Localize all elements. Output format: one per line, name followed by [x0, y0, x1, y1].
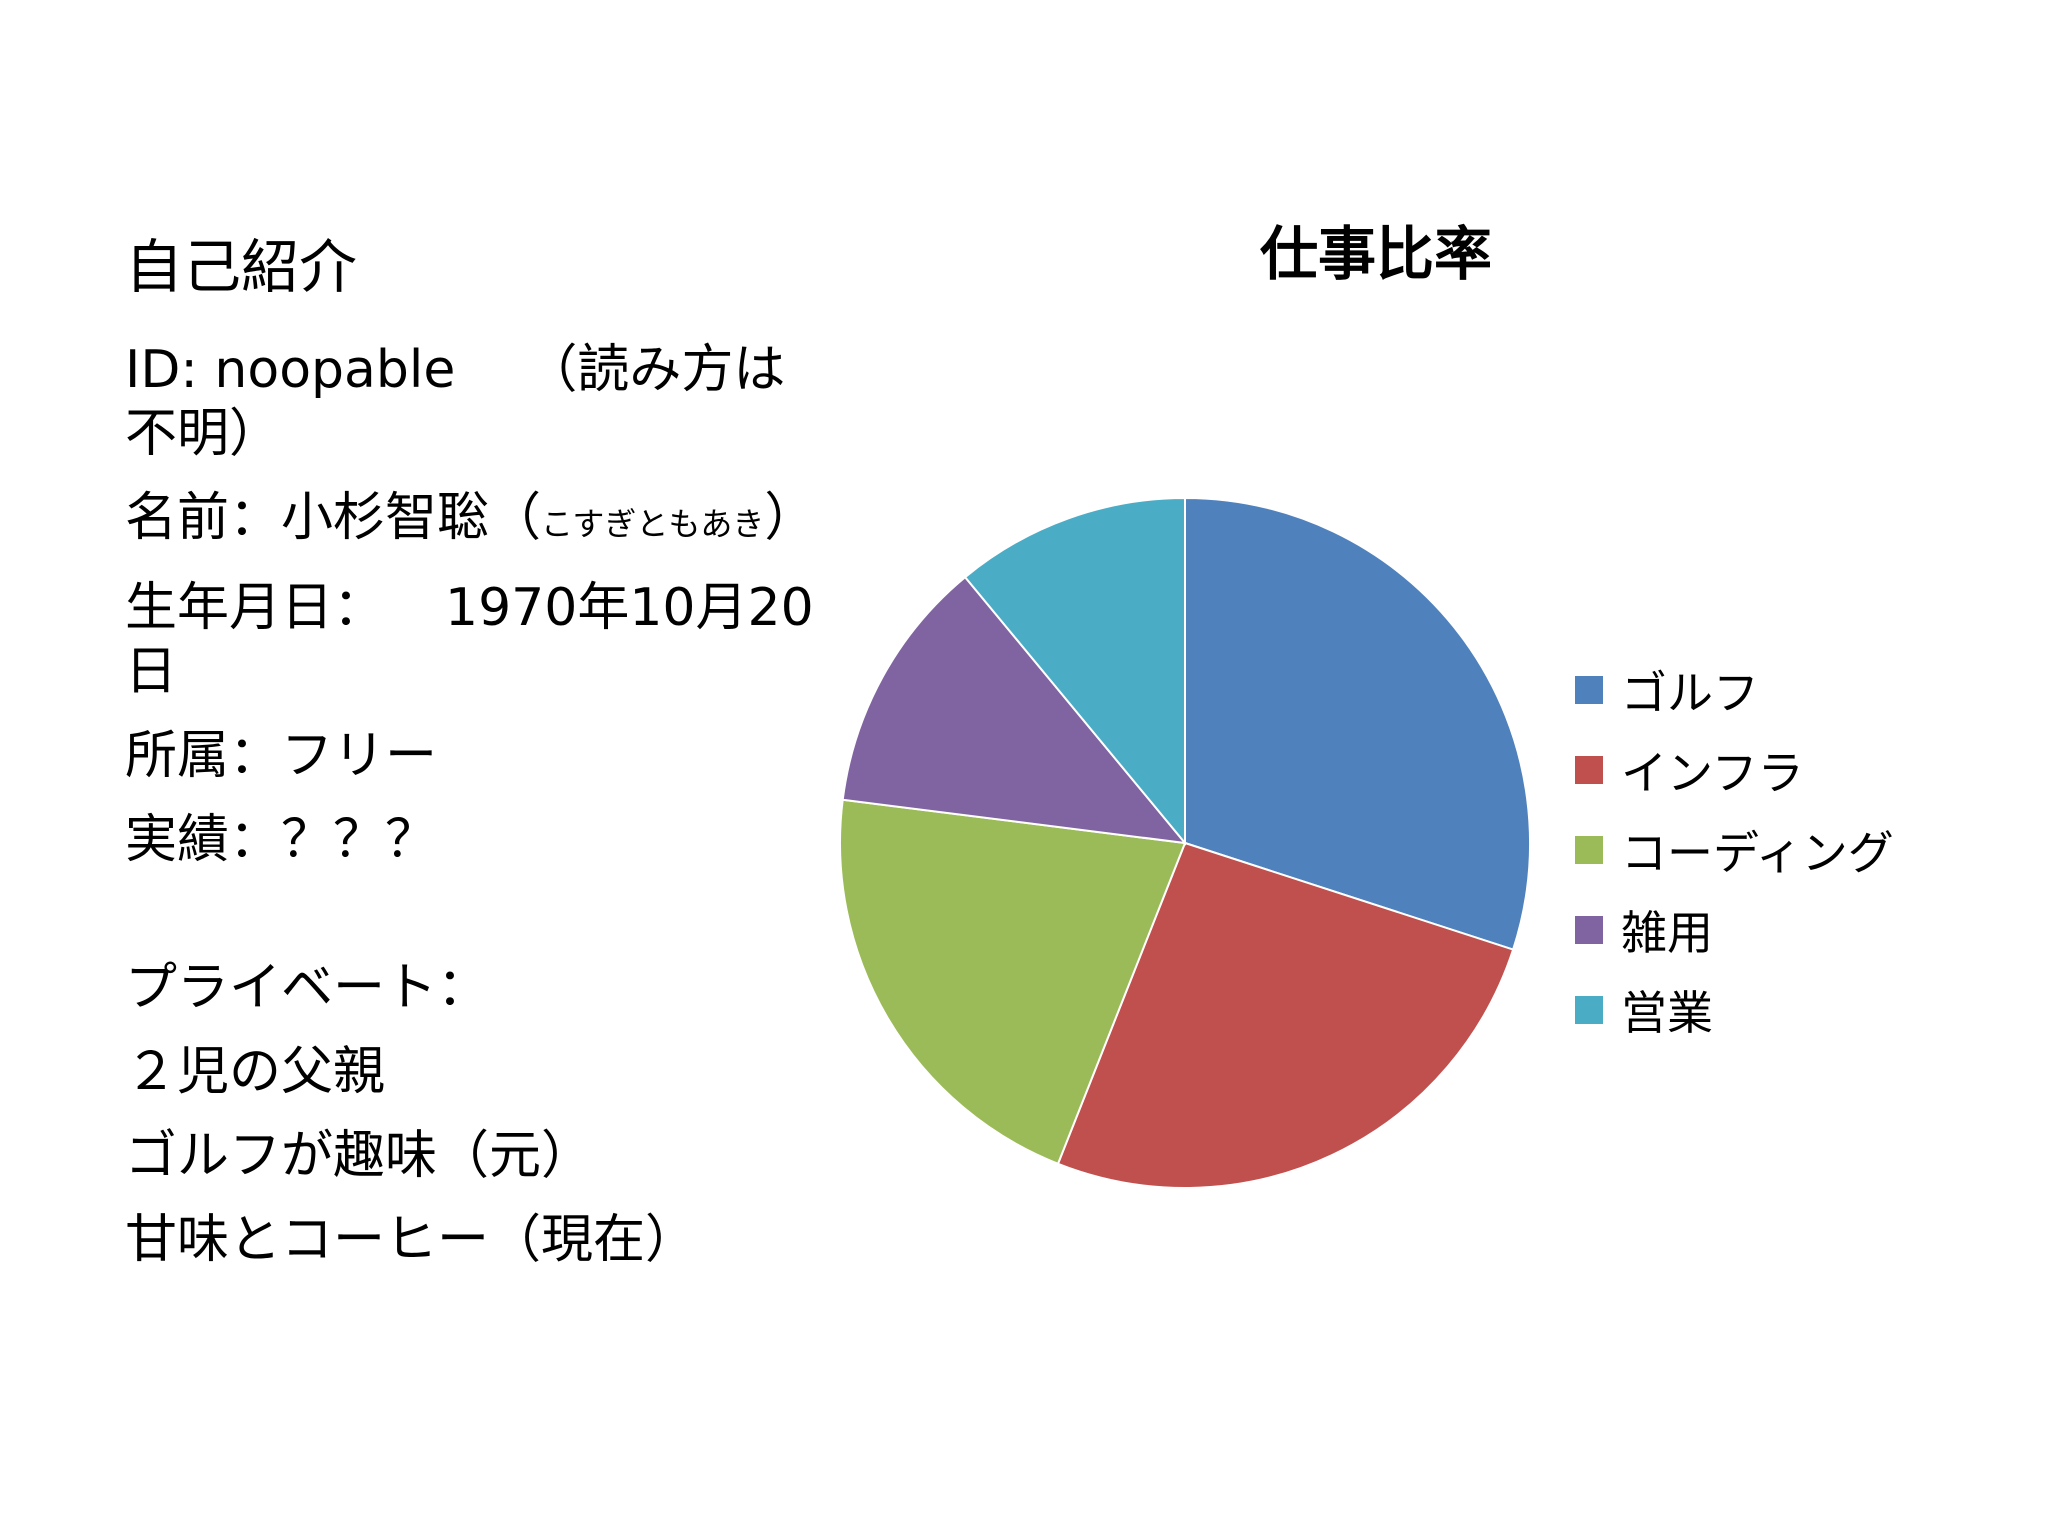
- profile-private-label: プライベート：: [125, 958, 490, 1018]
- profile-id: ID: noopable （読み方は不明）: [125, 338, 825, 466]
- profile-private-item-children: ２児の父親: [125, 1042, 386, 1102]
- chart-legend: ゴルフインフラコーディング 雑用営業: [1575, 650, 1894, 1050]
- profile-list: ID: noopable （読み方は不明） 名前：小杉智聡（こすぎともあき） 生年…: [125, 338, 825, 1292]
- legend-item: インフラ: [1575, 730, 1894, 810]
- legend-swatch: [1575, 676, 1603, 704]
- profile-id-value: ID: noopable: [125, 340, 456, 400]
- profile-id-note: （読み方は不明）: [125, 340, 786, 464]
- profile-birth-value: 1970年10月20日: [125, 578, 814, 702]
- profile-achievements: 実績：？？？: [125, 810, 438, 870]
- legend-label: インフラ: [1621, 746, 1804, 800]
- pie-slice-5: [963, 496, 1186, 846]
- profile-private-item-sweets: 甘味とコーヒー（現在）: [125, 1210, 698, 1270]
- profile-name: 名前：小杉智聡（こすぎともあき）: [125, 486, 825, 556]
- pie-slice-2: [1056, 841, 1515, 1189]
- legend-label: 雑用: [1621, 906, 1713, 960]
- profile-birth-label: 生年月日：: [125, 578, 386, 638]
- legend-label: 営業: [1621, 986, 1713, 1040]
- profile-name-reading: こすぎともあき: [541, 505, 765, 543]
- legend-label: ゴルフ: [1621, 666, 1759, 720]
- slide-title: 自己紹介: [125, 233, 358, 301]
- profile-affiliation: 所属：フリー: [125, 726, 438, 786]
- legend-swatch: [1575, 836, 1603, 864]
- pie-chart: [839, 496, 1531, 1189]
- legend-swatch: [1575, 996, 1603, 1024]
- legend-item: 営業: [1575, 970, 1894, 1050]
- legend-swatch: [1575, 916, 1603, 944]
- legend-swatch: [1575, 756, 1603, 784]
- pie-slice-4: [841, 575, 1188, 845]
- profile-name-prefix: 名前：小杉智聡（: [125, 488, 542, 548]
- profile-spacer: [125, 892, 825, 956]
- pie-slice-3: [839, 798, 1187, 1166]
- legend-item: ゴルフ: [1575, 650, 1894, 730]
- profile-birthdate: 生年月日： 1970年10月20日: [125, 576, 825, 704]
- profile-private-item-golf: ゴルフが趣味（元）: [125, 1126, 594, 1186]
- legend-item: 雑用: [1575, 890, 1894, 970]
- chart-title: 仕事比率: [1260, 220, 1493, 288]
- pie-slice-1: [1184, 496, 1531, 951]
- legend-label: コーディング: [1621, 826, 1894, 880]
- legend-item: コーディング: [1575, 810, 1894, 890]
- profile-name-suffix: ）: [764, 488, 817, 548]
